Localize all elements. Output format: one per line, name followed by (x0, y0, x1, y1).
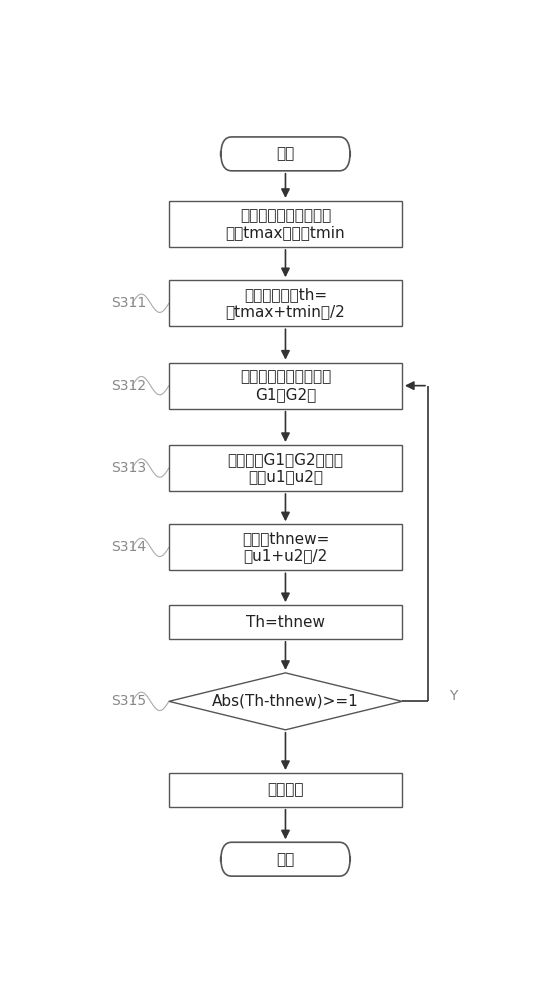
FancyBboxPatch shape (169, 524, 402, 570)
Text: 设定初始阈値th=
（tmax+tmin）/2: 设定初始阈値th= （tmax+tmin）/2 (226, 287, 345, 319)
FancyBboxPatch shape (169, 280, 402, 326)
Text: 新阈値thnew=
（u1+u2）/2: 新阈値thnew= （u1+u2）/2 (242, 531, 329, 564)
Text: 开始: 开始 (276, 146, 295, 161)
FancyBboxPatch shape (221, 137, 350, 171)
Text: S312: S312 (111, 379, 146, 393)
Text: Y: Y (449, 689, 458, 703)
Text: S311: S311 (111, 296, 146, 310)
FancyBboxPatch shape (169, 363, 402, 409)
Text: S314: S314 (111, 540, 146, 554)
FancyBboxPatch shape (169, 605, 402, 639)
Text: S315: S315 (111, 694, 146, 708)
Text: Th=thnew: Th=thnew (246, 615, 325, 630)
Text: 读取图像、计算灰度最
大値tmax最小値tmin: 读取图像、计算灰度最 大値tmax最小値tmin (226, 208, 345, 240)
FancyBboxPatch shape (169, 445, 402, 491)
Text: Abs(Th-thnew)>=1: Abs(Th-thnew)>=1 (212, 694, 359, 709)
Text: 分别结算G1、G2灰度均
値（u1、u2）: 分别结算G1、G2灰度均 値（u1、u2） (227, 452, 344, 484)
FancyBboxPatch shape (221, 842, 350, 876)
Polygon shape (169, 673, 402, 730)
FancyBboxPatch shape (169, 201, 402, 247)
Text: 输出阈値: 输出阈値 (267, 782, 304, 797)
Text: S313: S313 (111, 461, 146, 475)
Text: 进行图像分割（分割为
G1、G2）: 进行图像分割（分割为 G1、G2） (240, 369, 331, 402)
Text: 结束: 结束 (276, 852, 295, 867)
FancyBboxPatch shape (169, 773, 402, 807)
